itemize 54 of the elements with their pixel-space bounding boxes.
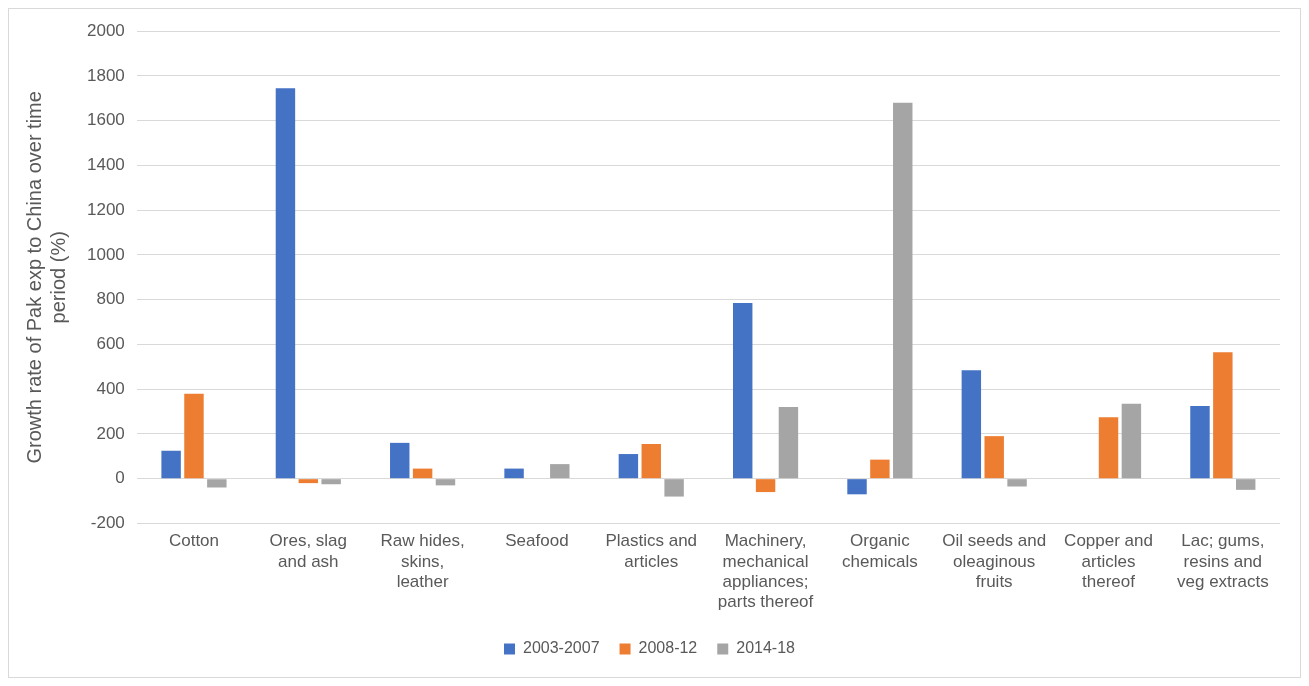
x-tick-label: Oil seeds and oleaginous fruits <box>942 531 1047 592</box>
x-tick-label: Copper and articles thereof <box>1064 531 1153 592</box>
y-axis-title: Growth rate of Pak exp to China over time period (%) <box>22 91 69 464</box>
x-tick-label: Seafood <box>505 531 569 551</box>
y-tick-label: 400 <box>96 378 125 398</box>
bar <box>664 479 684 497</box>
bar <box>732 303 753 479</box>
x-tick-label: Machinery, mechanical appliances; parts thereof <box>717 531 814 612</box>
x-tick-label: Ores, slag and ash <box>269 531 348 571</box>
bar <box>298 479 319 484</box>
bar <box>893 102 913 479</box>
x-tick-label: Organic chemicals <box>842 531 918 571</box>
bar <box>847 479 867 495</box>
y-tick-label: 200 <box>96 423 125 443</box>
bar <box>1235 479 1256 490</box>
y-tick-label: 600 <box>96 334 125 354</box>
bar <box>984 436 1004 479</box>
x-tick-label: Cotton <box>168 531 220 551</box>
y-tick-label: 1800 <box>86 65 125 85</box>
bar <box>412 468 433 479</box>
bar <box>207 479 227 488</box>
bar <box>390 442 410 479</box>
y-tick-label: 1000 <box>86 244 125 264</box>
x-tick-label: Raw hides, skins, leather <box>380 531 465 592</box>
bar <box>275 88 296 479</box>
bar <box>778 407 799 479</box>
bar <box>870 459 890 479</box>
x-tick-label: Lac; gums, resins and veg extracts <box>1177 531 1269 592</box>
bar <box>641 443 661 479</box>
y-tick-label: 800 <box>96 289 125 309</box>
bar <box>961 370 982 479</box>
y-tick-label: 1600 <box>86 110 125 130</box>
bar <box>321 479 341 485</box>
bar <box>550 464 570 479</box>
legend-label: 2008-12 <box>638 639 698 657</box>
bar <box>435 479 456 486</box>
bar <box>1007 479 1027 487</box>
bar <box>618 454 639 479</box>
legend-label: 2014-18 <box>736 639 796 657</box>
y-tick-label: -200 <box>90 513 125 533</box>
bar <box>1098 417 1119 479</box>
bar <box>1121 403 1142 479</box>
bar <box>755 479 776 493</box>
bar <box>1190 405 1210 479</box>
y-tick-label: 0 <box>115 468 125 488</box>
x-tick-label: Plastics and articles <box>605 531 698 571</box>
bar <box>161 450 181 479</box>
legend-label: 2003-2007 <box>523 639 600 657</box>
y-tick-label: 1200 <box>86 199 125 219</box>
bar <box>184 393 204 479</box>
y-tick-label: 2000 <box>86 20 125 40</box>
bar <box>1213 352 1233 479</box>
bar <box>504 468 524 479</box>
y-tick-label: 1400 <box>86 155 125 175</box>
